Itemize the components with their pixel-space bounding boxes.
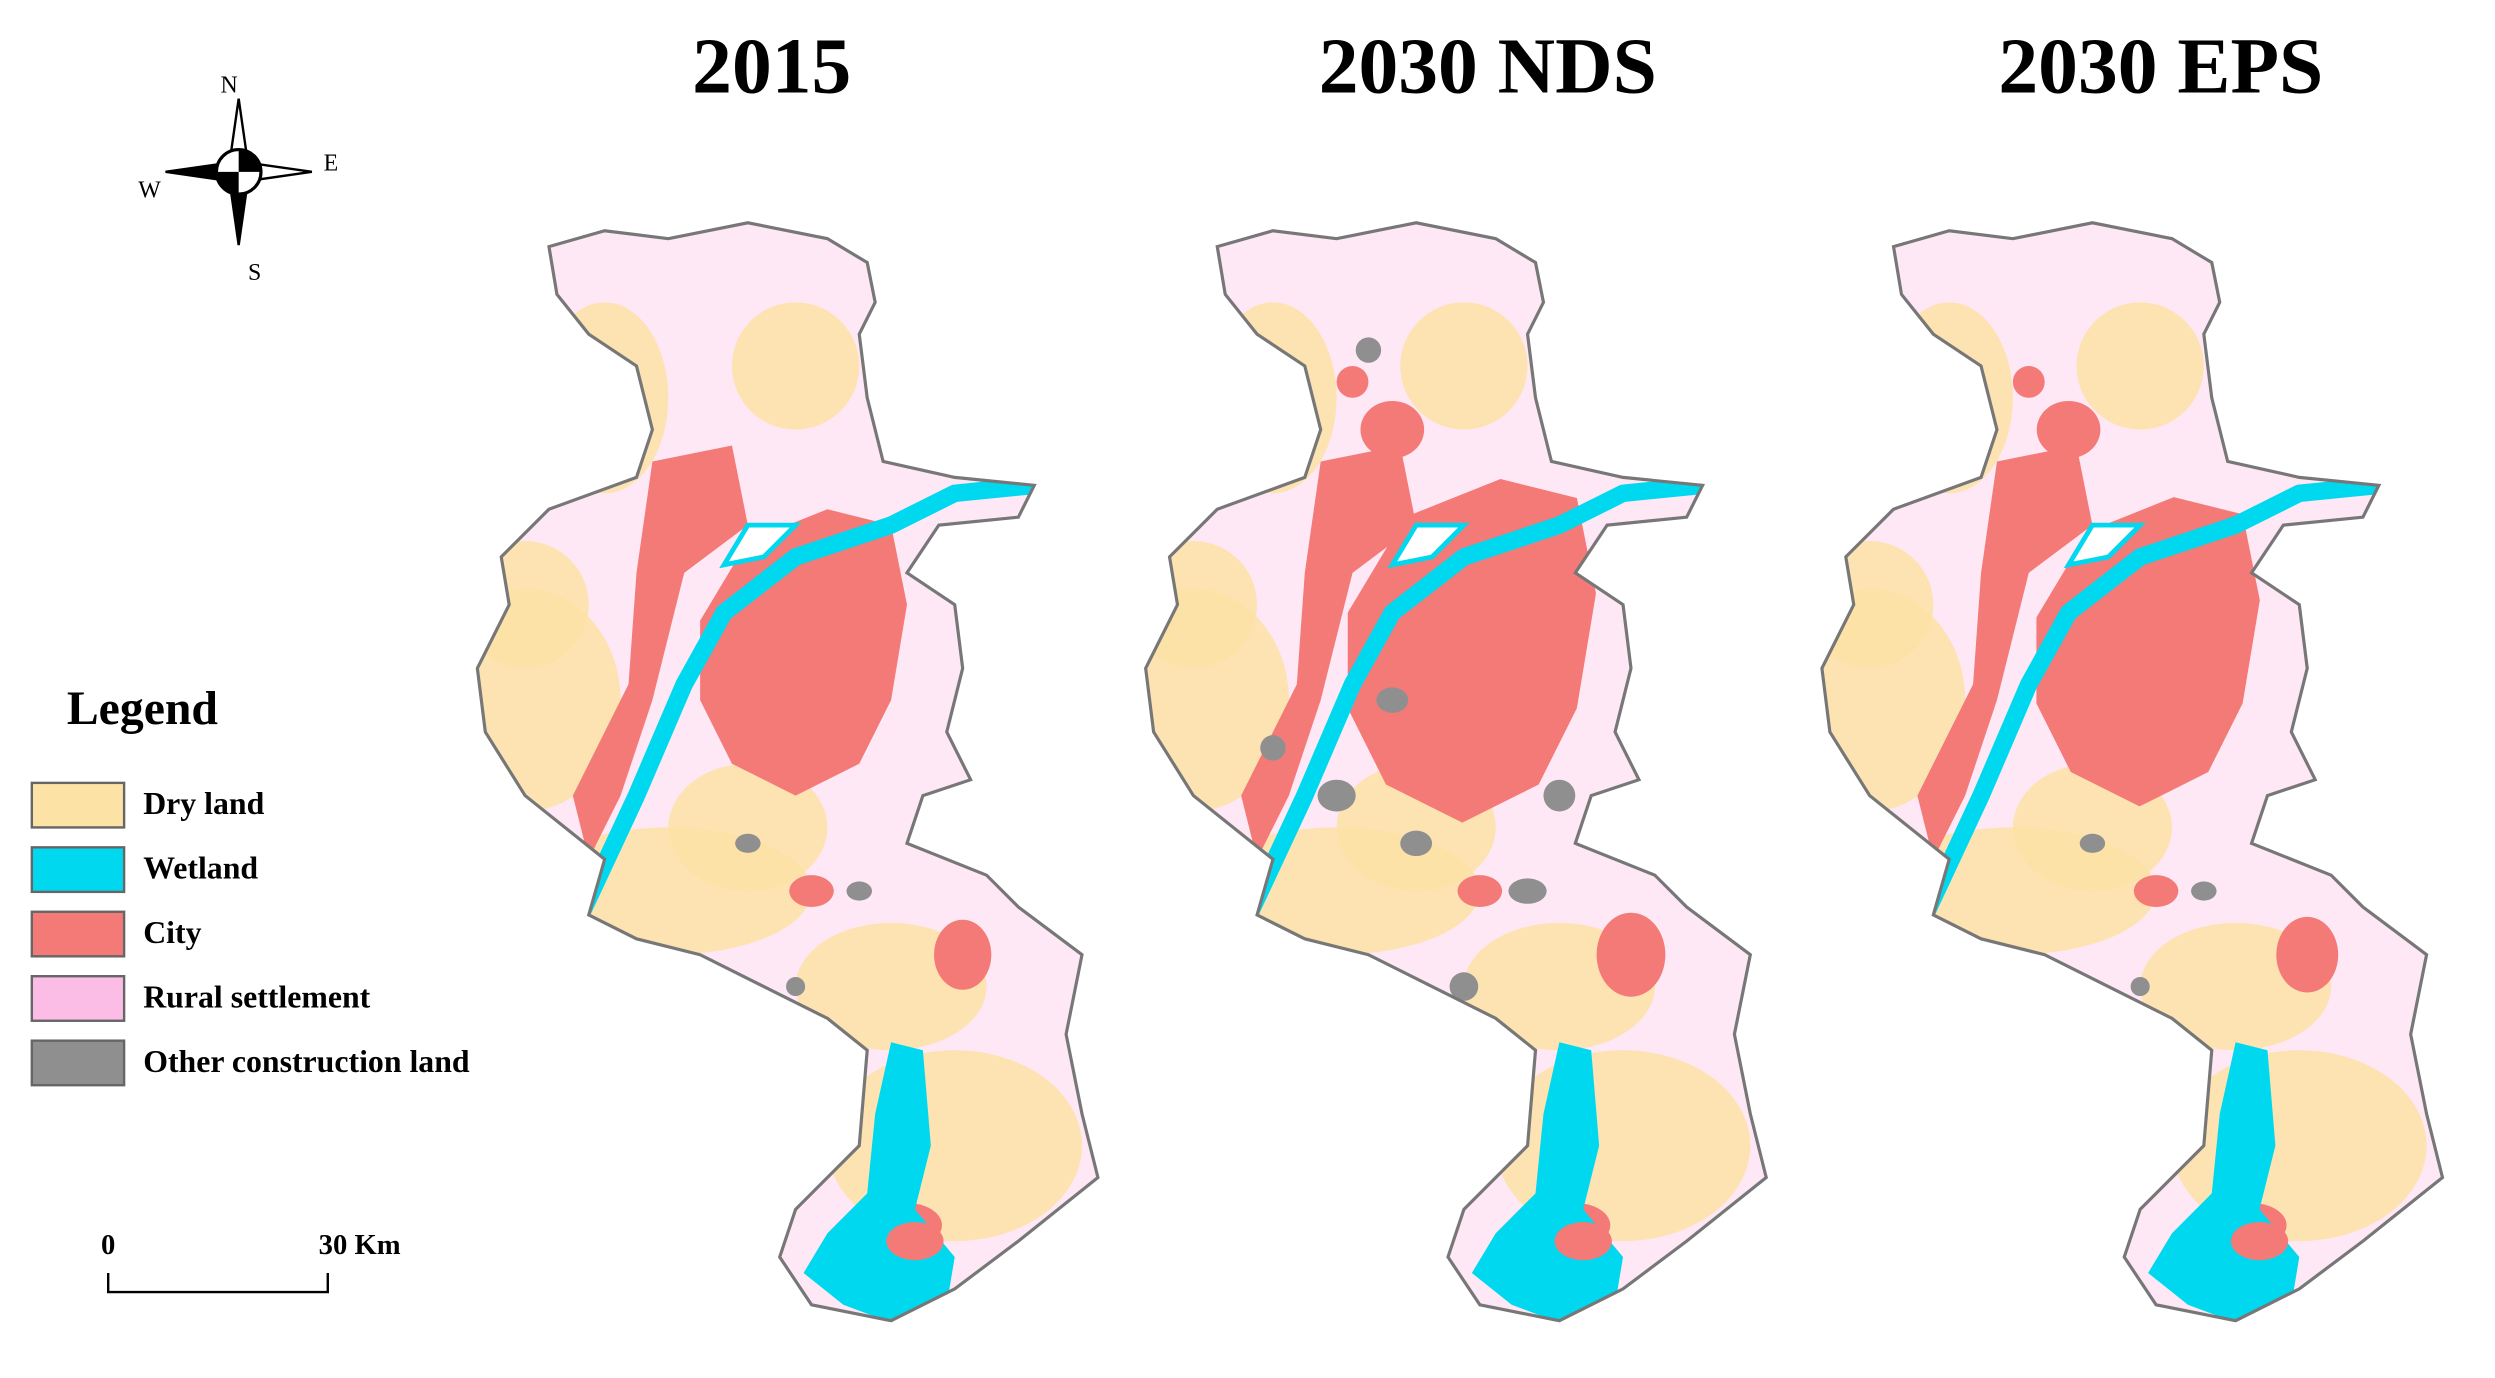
map-outline (1144, 221, 1769, 1323)
compass-n: N (221, 72, 238, 98)
other-construction-patch (786, 977, 806, 997)
legend-label: City (143, 915, 201, 950)
city-area (934, 919, 992, 990)
map-outline (1820, 221, 2445, 1323)
other-construction-patch (1317, 779, 1356, 812)
city-area (2133, 875, 2179, 907)
scale-end: 30 Km (319, 1229, 401, 1261)
dry-land-patch (2076, 302, 2204, 430)
city-area (1554, 1222, 1612, 1261)
city-area (1347, 478, 1596, 823)
legend-swatch (30, 910, 126, 958)
dry-land-patch (1145, 541, 1258, 669)
map-land-cover (1821, 222, 2443, 1321)
map-land-cover (1145, 222, 1767, 1321)
legend: Legend Dry land Wetland City Rural settleme… (30, 682, 470, 1087)
legend-title: Legend (67, 682, 218, 735)
river-island (1387, 522, 1470, 569)
land-use-map (1820, 221, 2445, 1323)
city-area (2276, 916, 2339, 993)
other-construction-patch (2289, 560, 2309, 586)
map-title: 2030 EPS (1998, 22, 2323, 110)
other-construction-patch (945, 560, 965, 586)
city-area (2036, 400, 2101, 459)
other-construction-patch (846, 881, 872, 901)
legend-label: Other construction land (143, 1044, 470, 1079)
dry-land-patch (1821, 541, 1934, 669)
river (572, 476, 1036, 919)
legend-label: Dry land (143, 786, 264, 821)
city-area (2036, 497, 2260, 807)
dry-land-patch (1400, 302, 1528, 430)
city-area (1917, 445, 2093, 860)
map-outline (475, 221, 1100, 1323)
city-area (2012, 365, 2045, 398)
legend-swatch (30, 975, 126, 1022)
dry-land-patch (1885, 302, 2013, 494)
city-area (572, 445, 748, 860)
dry-land-patch (541, 302, 669, 494)
city-area (886, 1222, 944, 1261)
dry-land-patch (668, 763, 828, 892)
map-title: 2030 NDS (1319, 22, 1657, 110)
other-construction-patch (1658, 846, 1684, 872)
city-area (1360, 400, 1425, 459)
river (1917, 476, 2380, 919)
dry-land-patch (731, 302, 860, 430)
compass: N E S W (138, 72, 338, 286)
compass-e: E (324, 150, 339, 176)
legend-swatch (30, 1039, 126, 1087)
map-land-cover (477, 222, 1098, 1321)
city-area (1457, 875, 1503, 907)
city-area (1596, 912, 1666, 997)
river-island (719, 522, 802, 569)
land-use-map (475, 221, 1100, 1323)
city-area (1241, 445, 1417, 860)
other-construction-patch (735, 833, 761, 853)
other-construction-patch (2191, 881, 2217, 901)
other-construction-patch (1400, 830, 1433, 857)
city-area (2230, 1222, 2289, 1261)
compass-s: S (248, 260, 261, 286)
scale-bar: 0 30 Km (101, 1229, 401, 1294)
legend-label: Wetland (143, 850, 258, 885)
land-use-map (1144, 221, 1769, 1323)
legend-label: Rural settlement (143, 979, 370, 1014)
scale-start: 0 (101, 1229, 115, 1261)
other-construction-patch (1376, 687, 1409, 713)
dry-land-patch (477, 541, 589, 669)
other-construction-patch (2079, 833, 2106, 853)
map-title: 2015 (692, 22, 851, 110)
other-construction-patch (2130, 977, 2150, 997)
other-construction-patch (1508, 878, 1547, 904)
other-construction-patch (1610, 556, 1636, 589)
other-construction-patch (1543, 779, 1576, 812)
dry-land-patch (1209, 302, 1337, 494)
other-construction-patch (1355, 337, 1382, 363)
compass-w: W (138, 177, 161, 203)
river-island (2063, 522, 2146, 569)
other-construction-patch (1449, 972, 1479, 1001)
legend-swatch (30, 781, 126, 829)
city-area (789, 875, 834, 907)
city-area (1336, 365, 1369, 398)
other-construction-patch (1260, 735, 1286, 761)
legend-swatch (30, 846, 126, 894)
river (1241, 476, 1704, 919)
